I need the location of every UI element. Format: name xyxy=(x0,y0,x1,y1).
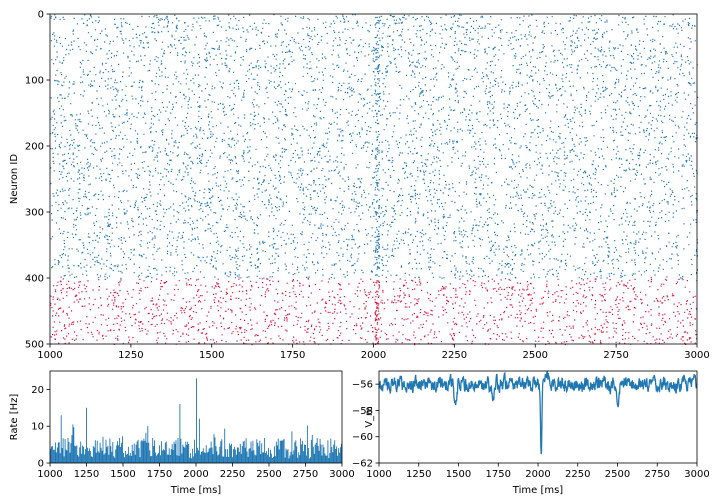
rate-ytick-label: 10 xyxy=(31,422,44,433)
raster-ytick-label: 400 xyxy=(25,274,44,285)
rate-y-axis: 0 10 20 xyxy=(31,385,50,470)
vm-line xyxy=(378,370,698,455)
raster-ylabel: Neuron ID xyxy=(9,154,20,204)
rate-xtick-label: 2000 xyxy=(183,469,208,480)
vm-y-axis: −56 −58 −60 −62 xyxy=(352,380,379,470)
rate-xlabel: Time [ms] xyxy=(170,485,222,496)
raster-ytick-label: 500 xyxy=(25,340,44,351)
raster-spikes xyxy=(50,14,699,346)
raster-xtick-label: 2000 xyxy=(361,350,386,361)
rate-xtick-label: 2250 xyxy=(220,469,245,480)
vm-xtick-label: 2750 xyxy=(645,469,670,480)
rate-histogram: 1000 1250 1500 1750 2000 2250 2500 2750 3000 010… xyxy=(9,370,355,496)
raster-ytick-label: 0 xyxy=(38,10,44,21)
rate-x-axis: 1000 1250 1500 1750 2000 2250 2500 2750 3000 xyxy=(37,463,355,480)
rate-xtick-label: 1750 xyxy=(147,469,172,480)
vm-xtick-label: 1250 xyxy=(406,469,431,480)
rate-bar-series xyxy=(50,378,342,463)
rate-frame xyxy=(49,370,343,464)
raster-y-axis: 0 100 200 300 400 500 xyxy=(25,10,50,351)
vm-xlabel: Time [ms] xyxy=(512,485,564,496)
membrane-potential-plot: 1000 1250 1500 1750 2000 2250 2500 2750 3000 −56… xyxy=(352,370,710,496)
rate-ytick-label: 20 xyxy=(31,385,44,396)
rate-xtick-label: 2500 xyxy=(256,469,281,480)
raster-xtick-label: 2250 xyxy=(442,350,467,361)
vm-xtick-label: 2000 xyxy=(525,469,550,480)
raster-xtick-label: 3000 xyxy=(684,350,709,361)
raster-ytick-label: 100 xyxy=(25,76,44,87)
vm-ylabel: V_m xyxy=(364,406,375,428)
raster-x-axis: 1000 1250 1500 1750 2000 2250 2500 2750 3000 xyxy=(37,344,710,361)
rate-xtick-label: 3000 xyxy=(329,469,354,480)
vm-ytick-label: −56 xyxy=(352,380,373,391)
raster-ytick-label: 200 xyxy=(25,142,44,153)
raster-xtick-label: 2750 xyxy=(603,350,628,361)
vm-xtick-label: 1000 xyxy=(366,469,391,480)
raster-xtick-label: 1750 xyxy=(280,350,305,361)
vm-xtick-label: 3000 xyxy=(684,469,709,480)
vm-xtick-label: 2250 xyxy=(565,469,590,480)
raster-ytick-label: 300 xyxy=(25,208,44,219)
raster-spikes-series-0 xyxy=(50,14,699,280)
raster-xtick-label: 1000 xyxy=(37,350,62,361)
raster-xtick-label: 1250 xyxy=(118,350,143,361)
vm-x-axis: 1000 1250 1500 1750 2000 2250 2500 2750 3000 xyxy=(366,463,710,480)
vm-ytick-label: −58 xyxy=(352,406,373,417)
rate-xtick-label: 1000 xyxy=(37,469,62,480)
rate-xtick-label: 2750 xyxy=(293,469,318,480)
vm-xtick-label: 1750 xyxy=(486,469,511,480)
raster-xtick-label: 2500 xyxy=(523,350,548,361)
raster-spikes-series-1 xyxy=(50,278,698,346)
raster-xtick-label: 1500 xyxy=(199,350,224,361)
vm-ytick-label: −60 xyxy=(352,432,373,443)
rate-bars xyxy=(50,378,342,463)
rate-ylabel: Rate [Hz] xyxy=(9,394,20,441)
vm-xtick-label: 1500 xyxy=(446,469,471,480)
rate-xtick-label: 1250 xyxy=(74,469,99,480)
rate-xtick-label: 1500 xyxy=(110,469,135,480)
vm-ytick-label: −62 xyxy=(352,459,373,470)
raster-plot: 1000 1250 1500 1750 2000 2250 2500 2750 3000 0 10… xyxy=(9,10,710,362)
vm-xtick-label: 2500 xyxy=(605,469,630,480)
rate-ytick-label: 0 xyxy=(38,459,44,470)
